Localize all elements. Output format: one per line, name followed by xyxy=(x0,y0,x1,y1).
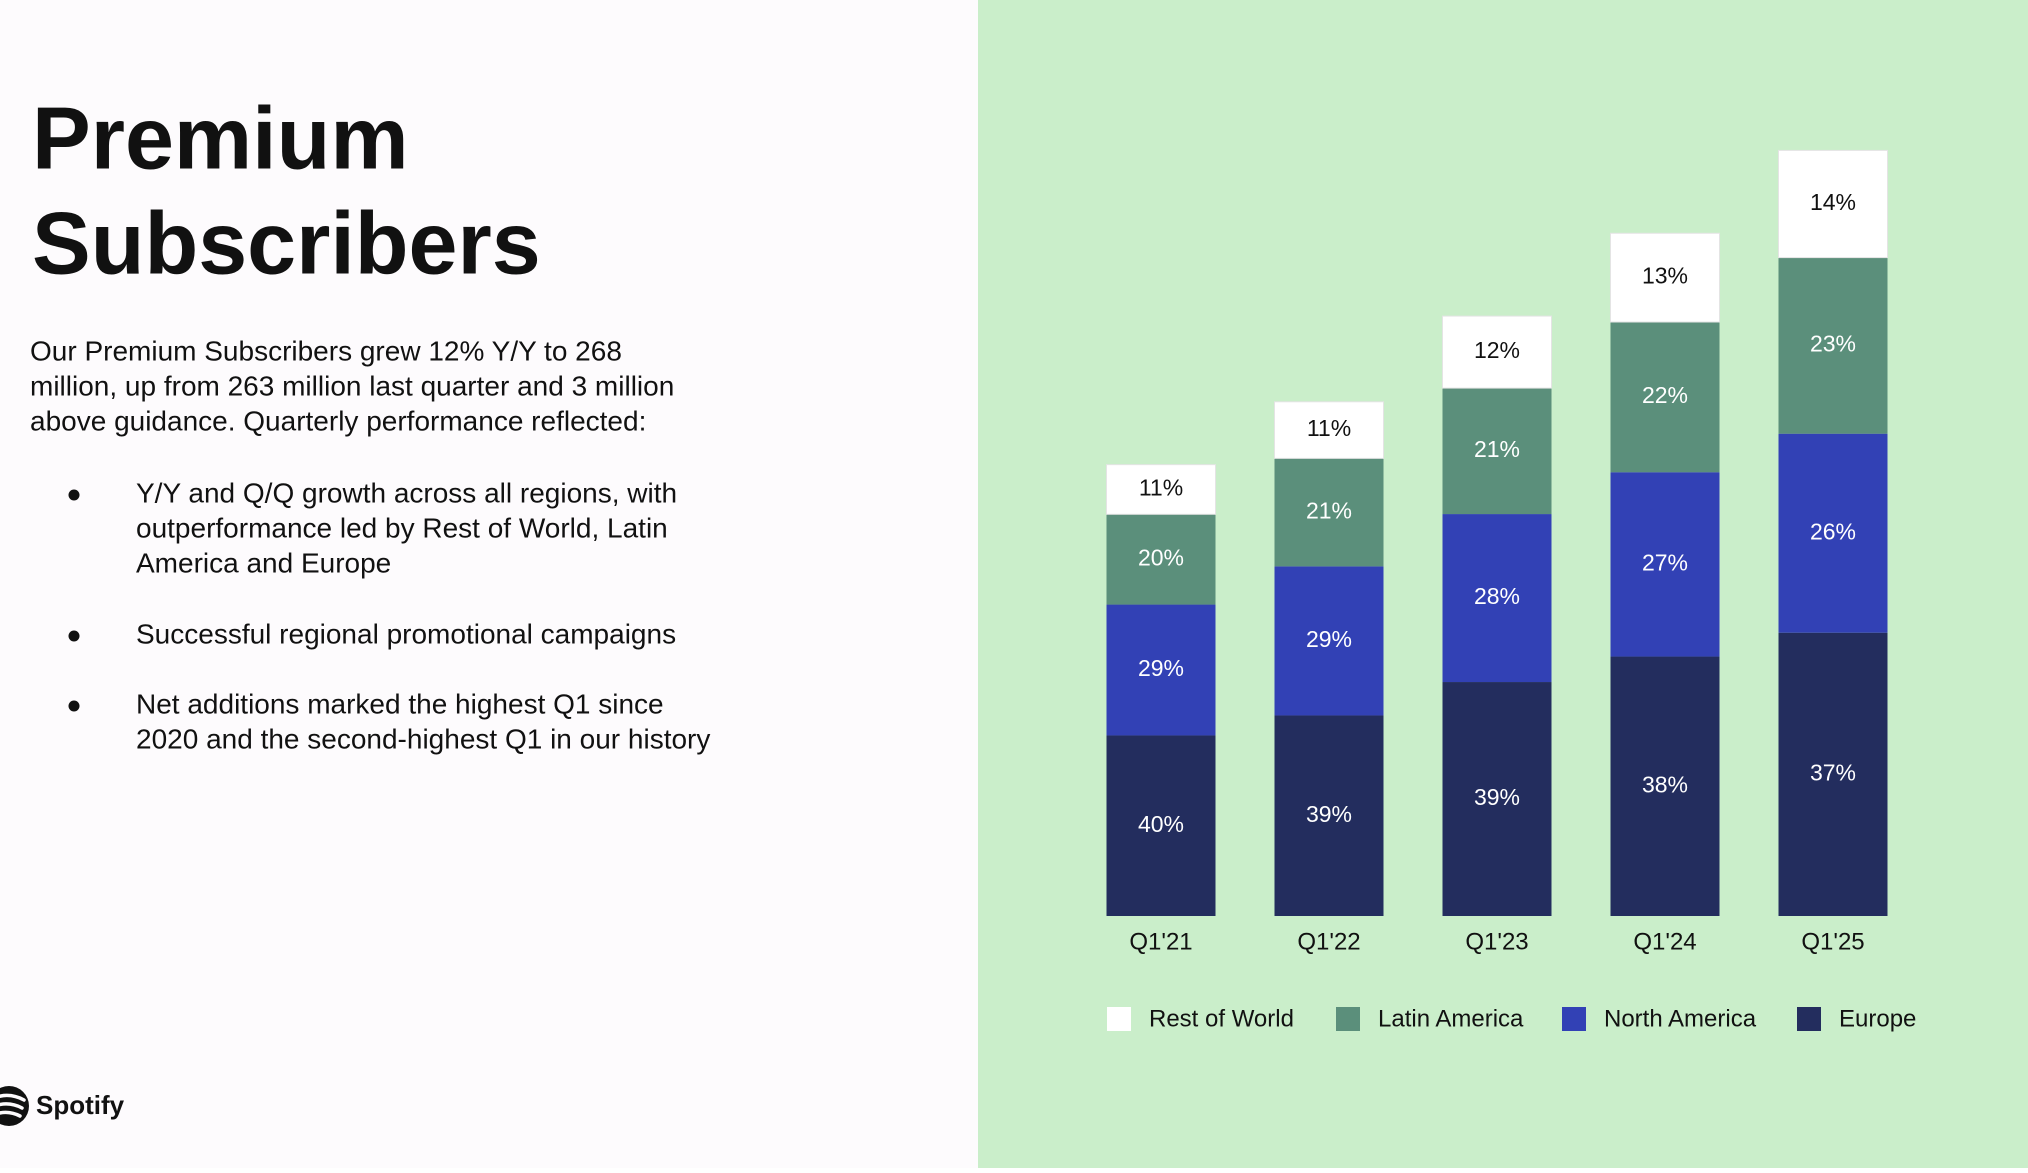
bullet-dot xyxy=(68,700,80,712)
legend-swatch xyxy=(1562,1007,1586,1031)
data-label: 38% xyxy=(1642,771,1688,797)
data-label: 11% xyxy=(1139,475,1183,501)
body-text: above guidance. Quarterly performance re… xyxy=(30,405,646,436)
data-label: 22% xyxy=(1642,382,1688,408)
legend-label: North America xyxy=(1604,1005,1757,1032)
x-tick-label: Q1'22 xyxy=(1297,928,1360,955)
left-panel xyxy=(0,0,978,1168)
bullet-text: Net additions marked the highest Q1 sinc… xyxy=(136,688,664,719)
logo-icon xyxy=(0,1086,29,1126)
bar-segment xyxy=(1610,232,1720,323)
data-label: 29% xyxy=(1138,655,1184,681)
legend-label: Latin America xyxy=(1378,1005,1524,1032)
bullet-text: Successful regional promotional campaign… xyxy=(136,618,676,649)
bar-segment xyxy=(1610,472,1720,657)
slide-title: Subscribers xyxy=(32,193,541,292)
bar-segment xyxy=(1442,388,1552,515)
bar-segment xyxy=(1442,682,1552,916)
data-label: 40% xyxy=(1138,811,1184,837)
bar-segment xyxy=(1442,315,1552,389)
x-tick-label: Q1'23 xyxy=(1465,928,1528,955)
bar-segment xyxy=(1274,715,1384,916)
data-label: 39% xyxy=(1474,784,1520,810)
legend-swatch xyxy=(1336,1007,1360,1031)
bullet-dot xyxy=(68,489,80,501)
bar-segment xyxy=(1778,257,1888,434)
data-label: 20% xyxy=(1138,545,1184,571)
x-tick-label: Q1'25 xyxy=(1801,928,1864,955)
data-label: 11% xyxy=(1307,415,1351,441)
bullet-text: America and Europe xyxy=(136,547,391,578)
bar-segment xyxy=(1778,149,1888,259)
bar-segment xyxy=(1778,433,1888,633)
data-label: 37% xyxy=(1810,759,1856,785)
data-label: 21% xyxy=(1474,436,1520,462)
data-label: 28% xyxy=(1474,583,1520,609)
x-tick-label: Q1'21 xyxy=(1129,928,1192,955)
bar-segment xyxy=(1610,656,1720,916)
bar-segment xyxy=(1610,322,1720,473)
bullet-text: 2020 and the second-highest Q1 in our hi… xyxy=(136,723,710,754)
bar-segment xyxy=(1106,464,1216,515)
bar-segment xyxy=(1106,735,1216,916)
slide-title: Premium xyxy=(32,88,409,187)
bar-segment xyxy=(1274,458,1384,567)
data-label: 29% xyxy=(1306,626,1352,652)
data-label: 23% xyxy=(1810,331,1856,357)
data-label: 21% xyxy=(1306,497,1352,523)
data-label: 26% xyxy=(1810,518,1856,544)
legend-label: Europe xyxy=(1839,1005,1916,1032)
data-label: 14% xyxy=(1810,189,1856,215)
body-text: million, up from 263 million last quarte… xyxy=(30,370,674,401)
bar-segment xyxy=(1442,514,1552,683)
data-label: 39% xyxy=(1306,801,1352,827)
legend-swatch xyxy=(1797,1007,1821,1031)
legend-label: Rest of World xyxy=(1149,1005,1294,1032)
data-label: 12% xyxy=(1474,337,1520,363)
logo-text: Spotify xyxy=(36,1090,125,1120)
bullet-dot xyxy=(68,630,80,642)
bar-segment xyxy=(1274,401,1384,459)
bar-segment xyxy=(1106,514,1216,605)
bar-segment xyxy=(1778,632,1888,916)
bar-segment xyxy=(1274,566,1384,716)
data-label: 27% xyxy=(1642,549,1688,575)
body-text: Our Premium Subscribers grew 12% Y/Y to … xyxy=(30,335,622,366)
legend-swatch xyxy=(1107,1007,1131,1031)
bar-segment xyxy=(1106,604,1216,736)
x-tick-label: Q1'24 xyxy=(1633,928,1696,955)
bullet-text: Y/Y and Q/Q growth across all regions, w… xyxy=(136,477,677,508)
data-label: 13% xyxy=(1642,263,1688,289)
bullet-text: outperformance led by Rest of World, Lat… xyxy=(136,512,668,543)
